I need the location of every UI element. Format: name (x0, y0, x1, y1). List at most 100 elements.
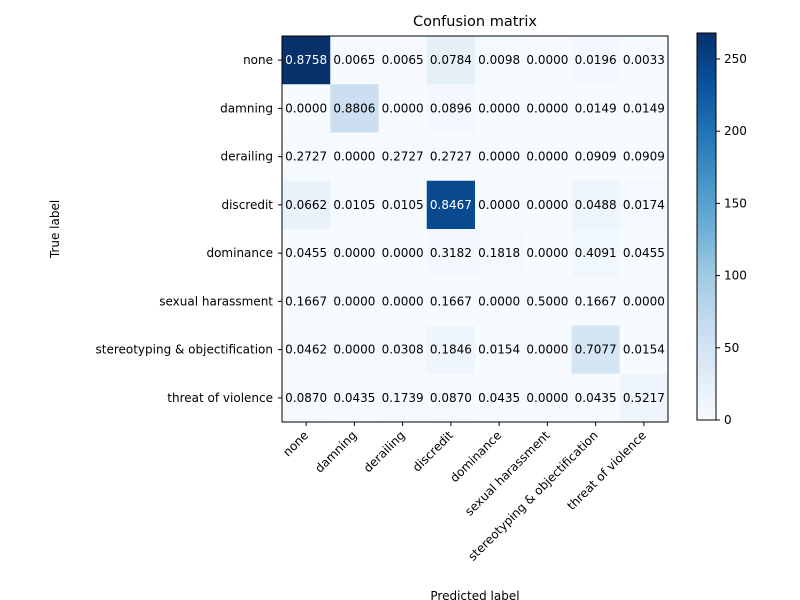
cell-value-label: 0.0000 (333, 343, 375, 357)
cell-value-label: 0.0000 (333, 150, 375, 164)
heatmap-cell (330, 36, 379, 85)
heatmap-cell (282, 180, 331, 230)
colorbar-tick-label: 50 (724, 341, 739, 355)
cell-value-label: 0.0000 (382, 294, 424, 308)
cell-value-label: 0.1846 (430, 343, 472, 357)
heatmap-cell (523, 373, 572, 423)
heatmap-cell (523, 36, 572, 85)
heatmap-cell (330, 132, 379, 182)
cell-value-label: 0.0000 (526, 101, 568, 115)
heatmap-cell (282, 84, 331, 133)
cell-value-label: 0.5000 (526, 294, 568, 308)
x-tick-label: discredit (410, 428, 457, 475)
cell-value-label: 0.0033 (623, 53, 665, 67)
heatmap-cell (619, 132, 669, 182)
cell-value-label: 0.2727 (430, 150, 472, 164)
cell-value-label: 0.0870 (430, 391, 472, 405)
heatmap-cell (282, 229, 331, 278)
x-axis-label: Predicted label (430, 589, 519, 600)
colorbar (696, 32, 717, 421)
cell-value-label: 0.7077 (575, 343, 617, 357)
heatmap-cell (523, 132, 572, 182)
heatmap-cell (619, 277, 669, 326)
heatmap-cells (282, 36, 669, 423)
cell-value-label: 0.0909 (575, 150, 617, 164)
cell-value-label: 0.0000 (526, 150, 568, 164)
heatmap-cell (330, 325, 379, 375)
cell-value-label: 0.0308 (382, 343, 424, 357)
heatmap-cell (619, 229, 669, 278)
cell-value-label: 0.1667 (285, 294, 327, 308)
heatmap-cell (571, 180, 621, 230)
heatmap-cell (619, 84, 669, 133)
cell-value-label: 0.0196 (575, 53, 617, 67)
colorbar-tick-label: 250 (724, 52, 747, 66)
heatmap-cell (475, 132, 524, 182)
cell-value-label: 0.0000 (333, 294, 375, 308)
heatmap-cell (330, 373, 379, 423)
cell-value-label: 0.8806 (333, 101, 375, 115)
heatmap-cell (330, 180, 379, 230)
y-tick-label: derailing (220, 150, 273, 164)
cell-value-label: 0.0000 (526, 198, 568, 212)
heatmap-cell (378, 229, 428, 278)
heatmap-cell (571, 229, 621, 278)
cell-value-label: 0.0896 (430, 101, 472, 115)
cell-value-label: 0.4091 (575, 246, 617, 260)
cell-value-label: 0.0000 (623, 294, 665, 308)
cell-value-label: 0.0662 (285, 198, 327, 212)
colorbar-tick-label: 0 (724, 413, 732, 427)
cell-value-label: 0.0065 (382, 53, 424, 67)
cell-value-label: 0.0154 (623, 343, 665, 357)
cell-value-label: 0.1818 (478, 246, 520, 260)
y-tick-label: damning (220, 101, 273, 115)
cell-value-label: 0.1667 (575, 294, 617, 308)
heatmap-cell (571, 84, 621, 133)
cell-value-label: 0.0000 (478, 150, 520, 164)
heatmap-cell (523, 277, 572, 326)
heatmap-cell (426, 180, 476, 230)
y-tick-label: threat of violence (167, 391, 273, 405)
cell-value-label: 0.5217 (623, 391, 665, 405)
heatmap-cell (523, 325, 572, 375)
heatmap-cell (571, 277, 621, 326)
cell-value-label: 0.0174 (623, 198, 665, 212)
cell-value-label: 0.2727 (382, 150, 424, 164)
cell-value-label: 0.1667 (430, 294, 472, 308)
heatmap-cell (619, 180, 669, 230)
cell-value-label: 0.0000 (333, 246, 375, 260)
heatmap-cell (330, 277, 379, 326)
heatmap-cell (426, 36, 476, 85)
cell-value-label: 0.0784 (430, 53, 472, 67)
cell-value-label: 0.8467 (430, 198, 472, 212)
heatmap-cell (426, 229, 476, 278)
y-tick-label: stereotyping & objectification (95, 343, 273, 357)
cell-value-label: 0.0455 (285, 246, 327, 260)
heatmap-cell (426, 277, 476, 326)
cell-value-label: 0.8758 (285, 53, 327, 67)
cell-value-label: 0.0000 (478, 294, 520, 308)
heatmap-cell (523, 84, 572, 133)
y-ticks: none damning derailing discredit dominance se… (95, 53, 282, 405)
heatmap-cell (378, 84, 428, 133)
cell-value-label: 0.0000 (526, 343, 568, 357)
heatmap-cell (426, 373, 476, 423)
cell-values: 0.8758 0.0065 0.0065 0.0784 0.0098 0.0000 0.01… (285, 53, 665, 405)
chart-title: Confusion matrix (413, 14, 537, 30)
y-tick-label: sexual harassment (159, 294, 273, 308)
colorbar-tick-label: 200 (724, 124, 747, 138)
heatmap-cell (282, 373, 331, 423)
colorbar-tick-label: 100 (724, 269, 747, 283)
cell-value-label: 0.3182 (430, 246, 472, 260)
y-axis-label: True label (48, 200, 62, 259)
heatmap-cell (378, 36, 428, 85)
heatmap-cell (282, 277, 331, 326)
y-tick-label: dominance (206, 246, 273, 260)
heatmap-cell (619, 373, 669, 423)
heatmap-cell (282, 325, 331, 375)
y-tick-label: discredit (221, 198, 273, 212)
cell-value-label: 0.0105 (382, 198, 424, 212)
x-tick-label: derailing (361, 428, 408, 475)
heatmap-cell (475, 229, 524, 278)
heatmap-cell (523, 229, 572, 278)
